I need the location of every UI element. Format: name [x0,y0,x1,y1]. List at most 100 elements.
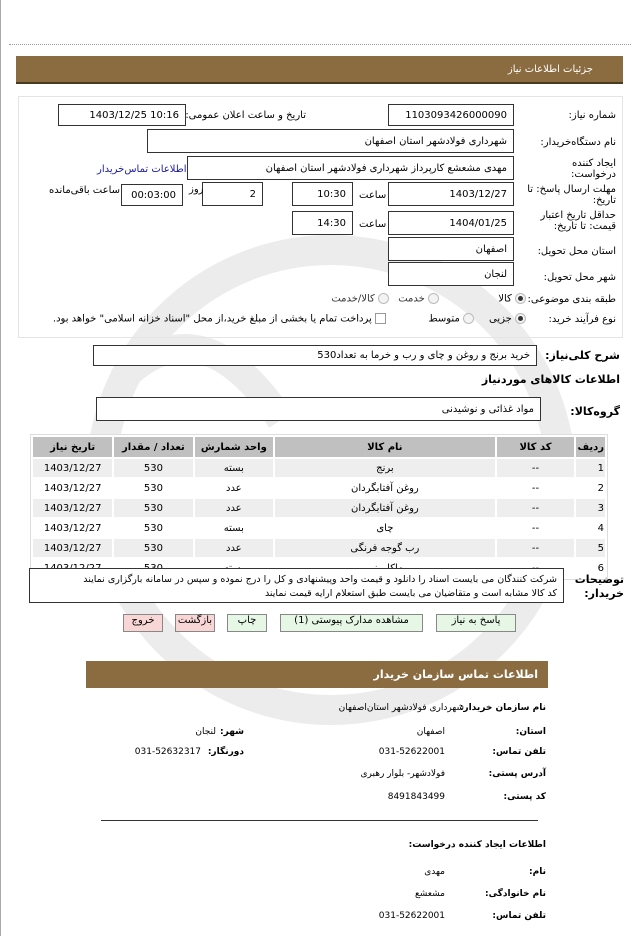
table-header-row: ردیف کد کالا نام کالا واحد شمارش تعداد /… [33,437,605,457]
phone-value: 031-52622001 [378,747,445,757]
cell-date: 1403/12/27 [33,499,113,517]
cell-name: چای [376,522,394,534]
cell-name: روغن آفتابگردان [275,499,495,517]
cell-row: 2 [597,482,604,494]
buyer-org-label: نام دستگاه‌خریدار: [540,137,616,148]
buyer-contact-link[interactable]: اطلاعات تماس‌خریدار [97,164,187,175]
radio-icon [463,313,474,324]
creator-phone-value: 031-52622001 [378,911,445,921]
need-number-field[interactable]: 1103093426000090 [388,104,514,126]
print-button[interactable]: چاپ [227,614,267,632]
radio-label: متوسط [428,313,460,325]
province-contact-label: استان: [515,727,546,737]
cell-qty: 530 [114,459,193,477]
creator-phone-label: تلفن تماس: [492,911,546,921]
treasury-checkbox[interactable]: پرداخت تمام یا بخشی از مبلغ خرید،از محل … [53,313,386,325]
remaining-label: ساعت باقی‌مانده [49,185,121,196]
radio-checked-icon [515,313,526,324]
back-button[interactable]: بازگشت [175,614,215,632]
col-qty: تعداد / مقدار [114,437,193,457]
view-attachments-button[interactable]: مشاهده مدارک پیوستی (1) [280,614,423,632]
summary-field[interactable]: خرید برنج و روغن و چای و رب و خرما به تع… [93,345,537,366]
org-label: نام سازمان خریدار: [459,703,546,713]
exit-button[interactable]: خروج [123,614,163,632]
buyer-org-field[interactable]: شهرداری فولادشهر استان اصفهان [147,129,514,153]
postal-label: کد پستی: [503,792,546,802]
col-unit: واحد شمارش [194,437,274,457]
reply-button[interactable]: پاسخ به نیاز [436,614,516,632]
cell-unit: عدد [225,482,242,494]
divider [9,44,631,45]
category-radio-goods[interactable]: کالا [498,293,526,305]
process-radio-medium[interactable]: متوسط [428,313,474,325]
contact-title: اطلاعات تماس سازمان خریدار [373,668,538,681]
cell-name: برنج [275,459,495,477]
radio-label: کالا [498,293,512,305]
city-label: شهر محل تحویل: [543,272,616,283]
cell-date: 1403/12/27 [33,459,113,477]
cell-unit: عدد [194,499,274,517]
category-label: طبقه بندی موضوعی: [527,294,616,305]
col-row: ردیف [576,437,605,457]
org-value: شهرداری فولادشهر استان‌اصفهان [338,703,464,713]
province-field[interactable]: اصفهان [388,237,514,261]
radio-label: کالا/خدمت [331,293,375,305]
validity-time-label: ساعت [359,219,387,230]
deadline-date-field[interactable]: 1403/12/27 [388,182,514,206]
phone-label: تلفن تماس: [492,747,546,757]
group-field[interactable]: مواد غذائی و نوشیدنی [96,397,541,421]
cell-row: 6 [597,562,604,574]
creator-info-title: اطلاعات ایجاد کننده درخواست: [408,840,546,850]
cell-row: 3 [576,499,605,517]
checkbox-icon [375,313,386,324]
cell-date: 1403/12/27 [43,522,102,534]
days-field[interactable]: 2 [202,182,263,206]
family-value: مشعشع [414,889,445,899]
validity-time-field[interactable]: 14:30 [292,211,353,235]
table-row: 3 -- روغن آفتابگردان عدد 530 1403/12/27 [33,499,605,517]
radio-icon [378,293,389,304]
deadline-time-field[interactable]: 10:30 [292,182,353,206]
cell-unit: بسته [223,522,244,534]
city-contact-label: شهر: [220,727,244,737]
days-label: روز [189,184,204,195]
cell-date: 1403/12/27 [43,482,102,494]
need-details-panel [18,96,623,338]
cell-code: -- [496,459,575,477]
group-label: گروه‌کالا: [570,405,620,418]
col-date: تاریخ نیاز [33,437,113,457]
cell-name: روغن آفتابگردان [351,482,419,494]
deadline-time-label: ساعت [359,190,387,201]
contact-header: اطلاعات تماس سازمان خریدار [86,661,548,688]
city-field[interactable]: لنجان [388,262,514,286]
remaining-field[interactable]: 00:03:00 [121,184,183,206]
process-label: نوع فرآیند خرید: [548,314,617,325]
col-name: نام کالا [275,437,495,457]
validity-label: حداقل تاریخ اعتبار قیمت: تا تاریخ: [540,210,616,232]
cell-row: 5 [576,539,605,557]
category-radio-both[interactable]: کالا/خدمت [331,293,389,305]
radio-checked-icon [515,293,526,304]
category-radio-service[interactable]: خدمت [398,293,439,305]
creator-field[interactable]: مهدی مشعشع کارپرداز شهرداری فولادشهر است… [187,156,514,180]
name-label: نام: [529,867,546,877]
address-label: آدرس پستی: [488,769,546,779]
table-row: 2 -- روغن آفتابگردان عدد 530 1403/12/27 [33,479,605,497]
fax-value: 031-52632317 [134,747,201,757]
table-row: 5 -- رب گوجه فرنگی عدد 530 1403/12/27 [33,539,605,557]
section-header: جزئیات اطلاعات نیاز [16,56,623,84]
goods-table: ردیف کد کالا نام کالا واحد شمارش تعداد /… [30,434,608,580]
section-title: جزئیات اطلاعات نیاز [507,63,593,75]
radio-label: جزیی [488,313,512,325]
city-contact-value: لنجان [195,727,216,737]
cell-row: 4 [597,522,604,534]
table-row: 4 -- چای بسته 530 1403/12/27 [33,519,605,537]
announce-field[interactable]: 1403/12/25 10:16 [58,104,186,126]
cell-code: -- [531,522,540,534]
cell-qty: 530 [143,522,163,534]
process-radio-minor[interactable]: جزیی [489,313,526,325]
radio-icon [428,293,439,304]
validity-date-field[interactable]: 1404/01/25 [388,211,514,235]
summary-label: شرح کلی‌نیاز: [545,349,620,362]
